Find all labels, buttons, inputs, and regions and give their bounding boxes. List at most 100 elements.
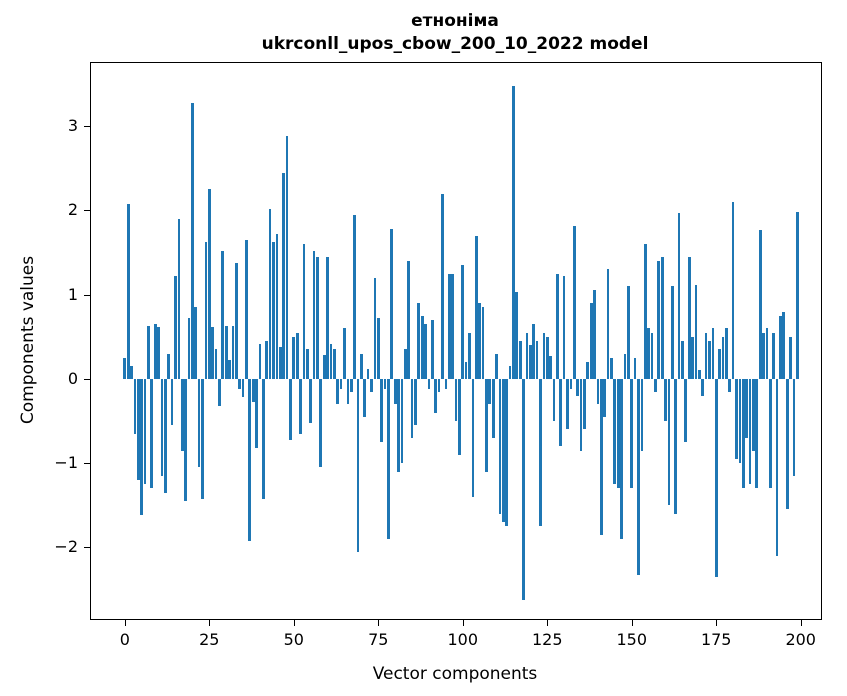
bar [265, 341, 269, 379]
bar [305, 349, 309, 379]
bar [410, 378, 414, 438]
bar [360, 353, 363, 379]
bar [596, 378, 600, 405]
bar [295, 332, 299, 379]
bar [417, 303, 421, 379]
y-tick-label: 0 [67, 368, 78, 388]
bar [559, 378, 563, 447]
x-axis-label: Vector components [372, 664, 538, 684]
bar [363, 378, 367, 417]
bar [356, 378, 360, 552]
bar [349, 378, 353, 392]
bar [316, 256, 319, 379]
bar [370, 378, 373, 392]
bar [708, 341, 711, 379]
bar [282, 172, 285, 379]
x-tick-mark [631, 620, 633, 626]
bar [123, 357, 127, 379]
bar [292, 336, 296, 379]
bar [403, 349, 407, 379]
bar [650, 332, 654, 379]
bar [545, 336, 549, 379]
y-tick-mark [84, 126, 90, 128]
bar [566, 378, 569, 430]
bar [745, 378, 748, 438]
bar [532, 324, 536, 379]
bar [130, 366, 133, 379]
bar [238, 378, 242, 389]
x-tick-label: 200 [785, 630, 816, 649]
bar [140, 378, 144, 516]
bar [589, 303, 593, 379]
bar [397, 378, 400, 472]
bar [424, 324, 427, 379]
bar [228, 360, 231, 379]
bar [701, 378, 705, 396]
bar [167, 353, 171, 379]
bar [309, 378, 313, 423]
y-tick-mark [84, 294, 90, 296]
x-tick-label: 100 [447, 630, 479, 649]
bar [285, 136, 289, 379]
bar [579, 378, 583, 451]
bar [218, 378, 221, 406]
bar [241, 378, 245, 398]
bar [177, 218, 181, 379]
bar [654, 378, 657, 392]
bar [758, 229, 762, 379]
bar [376, 318, 380, 379]
bar [485, 378, 488, 472]
bar [478, 303, 481, 379]
bar [711, 328, 715, 379]
bar [191, 103, 194, 379]
x-tick-mark [547, 620, 549, 626]
bar [738, 378, 742, 464]
bar [150, 378, 154, 489]
bar [231, 325, 235, 379]
y-tick-label: 2 [67, 200, 78, 220]
bar [630, 378, 634, 489]
bar [427, 378, 431, 389]
bar [201, 378, 204, 499]
bar [221, 250, 225, 379]
bar [454, 378, 458, 422]
bar [444, 378, 448, 389]
bar [718, 349, 721, 379]
bar [224, 325, 228, 379]
bar [204, 241, 208, 379]
bar [765, 328, 769, 379]
bar [552, 378, 556, 422]
bar [336, 378, 340, 405]
bar [255, 378, 258, 448]
bar [373, 277, 377, 379]
bar [667, 378, 671, 506]
bar [447, 273, 451, 379]
bar [677, 212, 681, 379]
x-tick-label: 0 [119, 630, 130, 649]
bar [474, 235, 478, 379]
bar [211, 326, 215, 379]
bar [512, 85, 515, 379]
x-tick-label: 175 [700, 630, 732, 649]
x-tick-mark [716, 620, 718, 626]
bar [779, 315, 782, 379]
bar [576, 378, 580, 396]
bar [728, 378, 732, 392]
bar [735, 378, 738, 459]
bar [400, 378, 404, 464]
bar [180, 378, 184, 451]
bar [664, 378, 667, 422]
bar [725, 328, 728, 379]
bar [569, 378, 573, 389]
bar [197, 378, 201, 468]
y-tick-mark [84, 463, 90, 465]
y-tick-label: −1 [54, 453, 78, 473]
bar [522, 378, 525, 600]
bar [731, 202, 735, 379]
bar [441, 193, 444, 379]
bar [207, 189, 211, 379]
bar [586, 362, 590, 379]
y-tick-mark [84, 547, 90, 549]
bar [414, 378, 417, 426]
